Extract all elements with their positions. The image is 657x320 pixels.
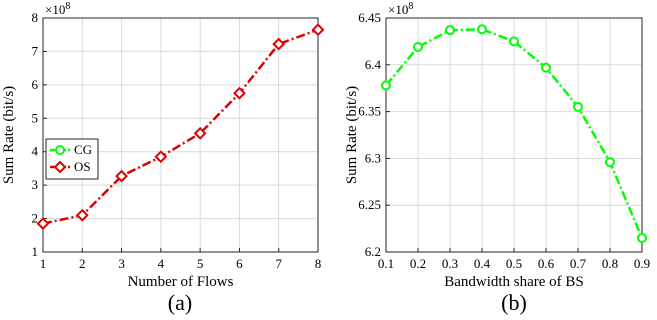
y-tick-label: 7	[32, 43, 39, 58]
y-tick-label: 6	[32, 77, 39, 92]
y-exponent-label: ×108	[45, 1, 70, 17]
data-point-cg	[381, 80, 391, 91]
y-tick-label: 6.4	[365, 57, 382, 72]
data-point-os	[115, 169, 128, 183]
x-tick-label: 7	[275, 256, 282, 271]
panel-caption: (a)	[168, 290, 192, 315]
chart-panel-b: 0.1 0.2 0.3 0.4 0.5 0.6 0.7 0.8 0.9 6.2 6.25 6.3 6.3…	[344, 1, 650, 315]
x-tick-label: 0.9	[634, 256, 650, 271]
data-point-cg	[573, 101, 583, 112]
x-tick-label: 8	[315, 256, 322, 271]
y-tick-label: 6.35	[358, 104, 381, 119]
y-tick-label: 2	[32, 211, 39, 226]
y-tick-label: 3	[32, 177, 39, 192]
x-tick-label: 0.6	[538, 256, 555, 271]
y-exponent-base: ×10	[388, 2, 408, 17]
x-tick-label: 0.5	[506, 256, 522, 271]
x-tick-label: 1	[40, 256, 47, 271]
data-point-os	[36, 217, 50, 230]
legend-marker-os	[53, 160, 67, 174]
x-tick-label: 0.2	[410, 256, 426, 271]
data-point-cg	[509, 36, 519, 47]
panel-caption: (b)	[501, 290, 527, 315]
x-tick-label: 0.8	[602, 256, 618, 271]
series-line-os	[42, 28, 319, 225]
data-point-cg	[445, 25, 455, 36]
data-point-cg	[637, 232, 647, 243]
x-tick-label: 0.3	[442, 256, 458, 271]
data-point-os	[233, 86, 246, 100]
axes-frame	[42, 17, 319, 253]
y-axis-label: Sum Rate (bit/s)	[1, 86, 17, 184]
data-point-os	[311, 23, 325, 37]
x-tick-label: 2	[79, 256, 86, 271]
y-exponent-power: 8	[65, 1, 70, 12]
plot-area	[43, 18, 318, 252]
y-tick-label: 6.2	[365, 244, 381, 259]
y-tick-label: 6.45	[358, 10, 381, 25]
x-tick-label: 0.4	[474, 256, 491, 271]
data-point-cg	[413, 42, 423, 53]
y-tick-label: 8	[32, 10, 39, 25]
y-tick-label: 1	[32, 244, 39, 259]
legend-marker-cg	[55, 145, 65, 155]
y-exponent-label: ×108	[388, 1, 413, 17]
y-tick-label: 4	[32, 144, 39, 159]
data-point-cg	[477, 24, 487, 35]
y-tick-label: 5	[32, 110, 39, 125]
x-axis-label: Number of Flows	[128, 274, 234, 290]
data-point-cg	[541, 62, 551, 73]
data-point-os	[154, 150, 168, 164]
x-tick-label: 3	[118, 256, 125, 271]
x-tick-label: 5	[197, 256, 204, 271]
data-point-os	[193, 126, 207, 140]
x-tick-label: 4	[158, 256, 165, 271]
legend-box	[45, 138, 99, 180]
x-tick-label: 6	[236, 256, 243, 271]
data-point-os	[75, 208, 89, 222]
y-exponent-power: 8	[408, 1, 413, 12]
legend-label-cg: CG	[74, 142, 92, 157]
y-tick-label: 6.25	[358, 197, 381, 212]
y-axis-label: Sum Rate (bit/s)	[344, 86, 360, 184]
data-point-cg	[605, 157, 615, 168]
y-tick-label: 6.3	[365, 150, 381, 165]
y-exponent-base: ×10	[45, 2, 65, 17]
data-point-os	[272, 37, 286, 51]
legend-label-os: OS	[74, 159, 91, 174]
x-axis-label: Bandwidth share of BS	[444, 274, 584, 290]
x-tick-label: 0.7	[570, 256, 587, 271]
x-tick-label: 0.1	[378, 256, 394, 271]
